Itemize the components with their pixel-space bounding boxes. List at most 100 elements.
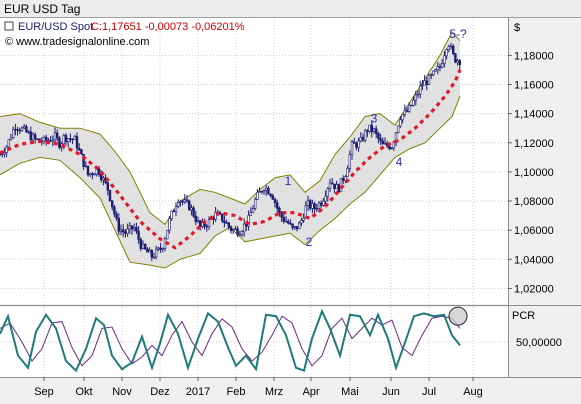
candle-body [14, 129, 17, 131]
candle-body [58, 137, 61, 148]
candle-body [44, 136, 48, 142]
candle-body [328, 182, 332, 189]
candle-body [418, 85, 422, 95]
candle-body [42, 136, 46, 142]
middle-dotted-line [0, 69, 462, 250]
candle-body [267, 187, 270, 195]
time-tick-label: Mai [341, 386, 359, 398]
candle-body [243, 223, 246, 232]
candle-body [313, 203, 316, 209]
time-tick-label: Mrz [265, 386, 283, 398]
candle-body [254, 199, 257, 209]
candle-body [146, 248, 149, 253]
candle-body [388, 145, 391, 150]
pcr-highlight-circle [448, 306, 468, 326]
candle-body [185, 199, 189, 202]
candle-body [262, 190, 266, 193]
candle-body [135, 226, 138, 232]
candle-body [438, 66, 442, 68]
candle-body [273, 199, 277, 204]
candle-body [454, 53, 457, 63]
legend-symbol: EUR/USD Spot [18, 21, 93, 33]
candle-body [308, 200, 312, 209]
candle-body [324, 195, 327, 202]
candle-body [337, 184, 340, 193]
candle-body [249, 212, 252, 216]
candle-body [179, 200, 182, 203]
candle-body [69, 138, 72, 140]
candle-body [458, 60, 461, 66]
wave-label: 1 [285, 174, 292, 188]
candle-body [108, 189, 112, 201]
candle-body [449, 45, 453, 48]
candle-body [401, 114, 404, 121]
candle-body [291, 223, 294, 228]
price-tick-label: 1,18000 [514, 50, 554, 62]
legend-source: © www.tradesignalonline.com [5, 36, 149, 48]
candle-body [22, 126, 26, 129]
candle-body [170, 210, 173, 219]
candle-body [174, 206, 178, 212]
time-tick-label: Okt [75, 386, 92, 398]
candle-body [341, 178, 345, 181]
candle-body [33, 134, 37, 140]
wave-label: 4 [396, 155, 403, 169]
candle-body [346, 168, 349, 177]
candle-body [29, 131, 32, 141]
candle-body [440, 63, 444, 68]
candle-body [427, 74, 431, 85]
candle-body [348, 154, 351, 169]
candle-body [275, 202, 279, 209]
candle-body [192, 207, 195, 217]
candle-body [410, 104, 413, 107]
candle-body [183, 199, 186, 202]
candle-body [456, 60, 459, 63]
candle-body [124, 231, 127, 234]
candle-body [260, 191, 263, 193]
candle-body [73, 136, 77, 140]
window-title: EUR USD Tag [4, 2, 80, 16]
candle-body [383, 142, 387, 145]
candle-body [84, 165, 88, 168]
candle-body [117, 218, 121, 232]
legend-checkbox-icon[interactable] [4, 21, 14, 31]
candle-body [330, 182, 334, 185]
candle-body [390, 147, 393, 150]
candle-body [357, 140, 360, 148]
price-tick-label: 1,02000 [514, 283, 554, 295]
candle-body [119, 229, 123, 232]
candle-body [405, 109, 409, 112]
candle-body [177, 202, 180, 207]
candle-body [306, 200, 310, 207]
candle-body [205, 225, 208, 228]
candle-body [264, 187, 268, 191]
candle-body [159, 247, 162, 250]
candle-body [141, 243, 145, 249]
candle-body [93, 173, 96, 176]
candle-body [139, 239, 142, 249]
candle-body [150, 249, 153, 258]
candle-body [25, 126, 28, 133]
time-tick-label: Sep [34, 386, 54, 398]
candle-body [396, 125, 400, 133]
candle-body [368, 124, 371, 132]
candle-body [372, 128, 376, 132]
time-tick-label: Aug [463, 386, 483, 398]
candle-body [152, 256, 156, 259]
candle-body [172, 210, 175, 213]
candle-body [51, 139, 55, 142]
candle-body [238, 234, 241, 236]
candle-body [55, 132, 59, 139]
candle-body [407, 104, 411, 112]
candle-body [403, 109, 406, 115]
pcr-main-line [0, 308, 461, 373]
time-tick-label: Feb [227, 386, 246, 398]
candle-body [80, 149, 83, 155]
candle-body [82, 153, 85, 167]
candle-body [429, 74, 433, 76]
candle-body [322, 200, 325, 206]
candle-body [20, 127, 24, 132]
candle-body [319, 202, 323, 206]
wave-label: 5-? [449, 27, 467, 41]
